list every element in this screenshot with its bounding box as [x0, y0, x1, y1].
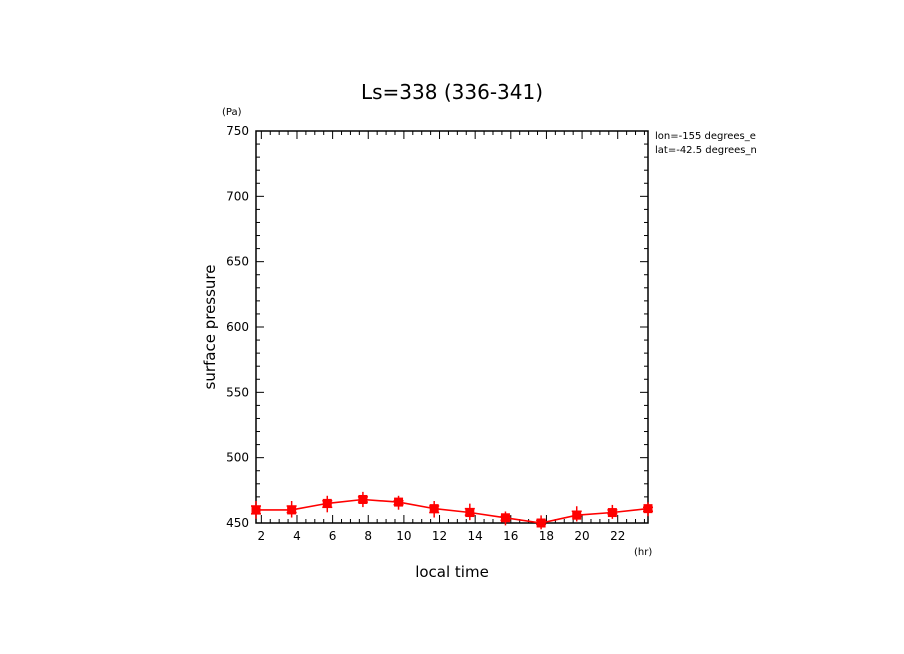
- y-tick-label: 550: [226, 385, 249, 399]
- data-point: [643, 504, 653, 514]
- annotation-lon: lon=-155 degrees_e: [655, 131, 756, 142]
- chart-title: Ls=338 (336-341): [361, 80, 543, 104]
- y-axis-label: surface pressure: [201, 265, 219, 390]
- data-point: [394, 497, 404, 507]
- x-tick-label: 4: [293, 529, 301, 543]
- data-point: [536, 518, 546, 528]
- x-tick-label: 18: [539, 529, 554, 543]
- y-tick-label: 700: [226, 189, 249, 203]
- y-tick-label: 650: [226, 255, 249, 269]
- data-point: [287, 505, 297, 515]
- x-tick-label: 10: [396, 529, 411, 543]
- y-unit-label: (Pa): [222, 107, 242, 118]
- series-line: [256, 498, 649, 524]
- data-point: [358, 494, 368, 504]
- data-point: [607, 508, 617, 518]
- y-tick-label: 750: [226, 124, 249, 138]
- data-layer: [251, 491, 653, 530]
- data-point: [251, 505, 261, 515]
- x-tick-label: 20: [574, 529, 589, 543]
- data-point: [322, 498, 332, 508]
- y-tick-label: 600: [226, 320, 249, 334]
- x-tick-label: 22: [610, 529, 625, 543]
- x-tick-label: 2: [258, 529, 266, 543]
- data-point: [429, 504, 439, 514]
- y-tick-label: 450: [226, 516, 249, 530]
- y-tick-label: 500: [226, 451, 249, 465]
- plot-frame: [255, 130, 649, 524]
- x-tick-label: 14: [468, 529, 483, 543]
- data-point: [500, 513, 510, 523]
- x-tick-label: 8: [364, 529, 372, 543]
- x-axis-label: local time: [415, 563, 489, 581]
- annotation-lat: lat=-42.5 degrees_n: [655, 145, 757, 156]
- x-tick-label: 16: [503, 529, 518, 543]
- x-tick-label: 12: [432, 529, 447, 543]
- data-point: [465, 508, 475, 518]
- data-point: [572, 510, 582, 520]
- x-tick-label: 6: [329, 529, 337, 543]
- x-unit-label: (hr): [634, 547, 652, 558]
- axes: 450 500 550 600 650 700 750 2 4 6 8 10 12 14 16 18 20 22: [226, 124, 649, 543]
